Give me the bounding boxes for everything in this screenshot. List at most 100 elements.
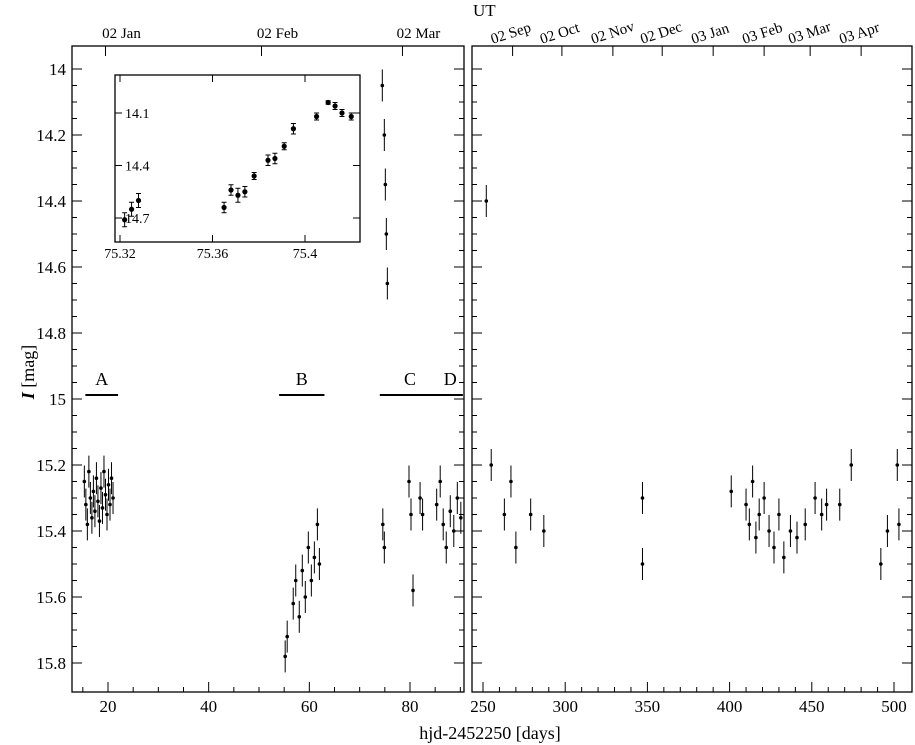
y-axis-symbol: I xyxy=(18,391,38,400)
data-point xyxy=(819,512,824,517)
data-point xyxy=(300,568,305,573)
segment-label: B xyxy=(296,369,308,389)
data-point xyxy=(448,509,453,513)
y-tick-label: 15 xyxy=(49,390,66,409)
top-tick-label: 03 Apr xyxy=(837,20,881,48)
right-panel-frame xyxy=(471,45,913,693)
inset-data-point xyxy=(348,113,354,120)
data-point xyxy=(87,469,91,474)
observation-segments: A B C D xyxy=(85,369,463,396)
data-point xyxy=(285,634,289,639)
data-point xyxy=(438,479,443,484)
y-axis-label: I [mag] xyxy=(18,345,38,401)
x-tick-label: 350 xyxy=(635,697,661,716)
top-tick-label: 02 Dec xyxy=(638,19,684,48)
x-tick-label: 20 xyxy=(100,697,117,716)
data-point xyxy=(306,545,311,550)
inset-data-point xyxy=(128,206,135,212)
data-point xyxy=(767,529,771,533)
data-point xyxy=(91,489,96,494)
data-point xyxy=(434,502,439,507)
data-point xyxy=(380,83,385,88)
data-point xyxy=(105,512,109,517)
top-tick-label: 02 Nov xyxy=(589,19,637,48)
data-point xyxy=(420,512,425,517)
data-point xyxy=(93,509,97,513)
inset-data-point xyxy=(332,103,338,109)
data-point xyxy=(99,486,103,490)
y-tick-label: 14 xyxy=(49,60,67,79)
data-point xyxy=(803,522,808,527)
data-point xyxy=(441,522,446,527)
y-tick-label: 14.8 xyxy=(36,324,66,343)
inset-data-point xyxy=(221,204,227,211)
data-point xyxy=(94,476,99,481)
data-point xyxy=(813,496,817,500)
x-tick-label: 250 xyxy=(470,697,496,716)
inset-series xyxy=(122,99,354,228)
data-point xyxy=(303,595,308,599)
inset-y-tick-label: 14.7 xyxy=(125,212,150,227)
top-tick-label: 02 Jan xyxy=(102,26,141,42)
right-axes: 250 300 350 400 450 500 02 Sep 02 Oct 02 Nov 02 D… xyxy=(470,19,907,716)
inset-data-point xyxy=(265,157,271,163)
data-point xyxy=(744,502,748,507)
left-panel-series xyxy=(82,69,463,673)
top-tick-label: 03 Mar xyxy=(786,19,833,48)
x-tick-label: 400 xyxy=(717,697,743,716)
data-point xyxy=(82,479,87,484)
data-point xyxy=(100,506,105,510)
y-tick-label: 15.8 xyxy=(36,654,66,673)
data-point xyxy=(444,545,449,550)
data-point xyxy=(451,529,456,533)
inset-data-point xyxy=(272,155,278,162)
segment-label: A xyxy=(95,369,108,389)
data-point xyxy=(407,479,411,484)
x-tick-label: 60 xyxy=(301,697,318,716)
data-point xyxy=(879,562,883,566)
inset-axes: 75.32 75.36 75.4 14.1 14.4 14.7 xyxy=(104,75,360,262)
inset-data-point xyxy=(290,126,297,132)
data-point xyxy=(750,479,755,484)
data-point xyxy=(85,522,90,527)
data-point xyxy=(484,199,489,203)
data-point xyxy=(418,496,422,500)
data-point xyxy=(754,535,758,540)
data-point xyxy=(90,516,94,520)
inset-y-tick-label: 14.4 xyxy=(125,160,150,175)
data-point xyxy=(502,512,507,517)
data-point xyxy=(409,512,413,517)
data-point xyxy=(317,562,322,566)
inset-data-point xyxy=(228,187,234,193)
inset-data-point xyxy=(251,173,257,179)
right-panel-series xyxy=(484,185,901,580)
data-point xyxy=(283,654,287,659)
ut-axis-title: UT xyxy=(473,1,496,20)
y-tick-label: 14.6 xyxy=(36,258,66,277)
data-point xyxy=(514,545,518,550)
data-point xyxy=(849,463,854,467)
inset-x-tick-label: 75.36 xyxy=(197,247,229,262)
y-tick-label: 15.2 xyxy=(36,456,66,475)
x-tick-label: 450 xyxy=(799,697,825,716)
data-point xyxy=(640,562,645,566)
data-point xyxy=(109,476,114,481)
top-tick-label: 02 Feb xyxy=(257,26,298,42)
data-point xyxy=(757,512,761,517)
data-point xyxy=(772,545,776,550)
top-tick-label: 02 Oct xyxy=(538,20,582,48)
data-point xyxy=(382,545,387,550)
data-point xyxy=(788,529,793,533)
data-point xyxy=(291,601,296,606)
y-axis-unit: [mag] xyxy=(18,345,38,392)
data-point xyxy=(895,463,900,467)
data-point xyxy=(837,502,842,507)
x-axis-label: hjd-2452250 [days] xyxy=(419,723,560,743)
y-tick-label: 15.4 xyxy=(36,522,66,541)
data-point xyxy=(315,522,320,527)
segment-label: C xyxy=(404,369,416,389)
inset-x-tick-label: 75.4 xyxy=(293,247,318,262)
data-point xyxy=(489,463,494,467)
data-point xyxy=(509,479,513,484)
